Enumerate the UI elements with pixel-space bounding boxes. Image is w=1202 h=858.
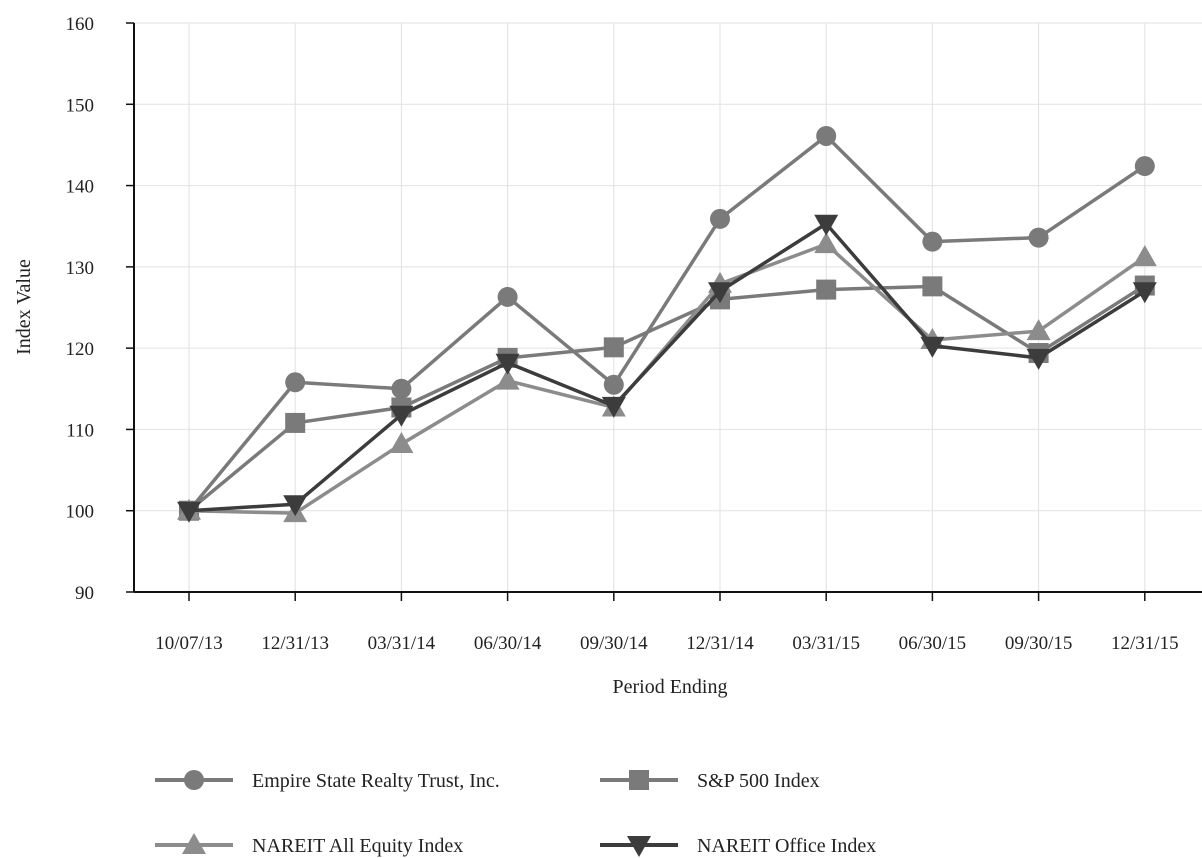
data-point bbox=[710, 208, 730, 229]
data-point bbox=[816, 125, 837, 146]
data-point bbox=[1026, 319, 1051, 341]
y-tick-label: 130 bbox=[66, 258, 95, 279]
x-tick-label: 09/30/14 bbox=[580, 633, 648, 654]
data-point bbox=[603, 374, 624, 395]
legend-item: NAREIT Office Index bbox=[600, 835, 876, 857]
data-point bbox=[389, 405, 414, 427]
x-tick-label: 09/30/15 bbox=[1005, 633, 1073, 654]
legend-label: Empire State Realty Trust, Inc. bbox=[252, 770, 500, 792]
series-2 bbox=[179, 275, 1155, 521]
series-4 bbox=[177, 214, 1157, 523]
y-tick-label: 110 bbox=[66, 420, 94, 441]
x-tick-label: 06/30/14 bbox=[474, 633, 542, 654]
data-point bbox=[1026, 348, 1051, 370]
data-point bbox=[495, 368, 520, 390]
series-line bbox=[187, 134, 1146, 512]
y-tick-label: 90 bbox=[75, 583, 94, 604]
y-axis-title: Index Value bbox=[13, 259, 35, 355]
legend-label: S&P 500 Index bbox=[697, 770, 820, 792]
series-group bbox=[177, 125, 1157, 523]
legend-marker bbox=[182, 833, 206, 854]
series-line bbox=[188, 222, 1146, 513]
data-point bbox=[922, 231, 943, 252]
data-point bbox=[920, 336, 945, 358]
data-point bbox=[603, 337, 624, 358]
data-point bbox=[283, 495, 308, 517]
data-point bbox=[1134, 156, 1155, 177]
data-point bbox=[497, 286, 518, 307]
y-tick-label: 120 bbox=[66, 339, 95, 360]
x-tick-labels: 10/07/13 12/31/13 03/31/14 06/30/14 09/30/14… bbox=[155, 633, 1178, 654]
x-axis-title: Period Ending bbox=[613, 676, 728, 698]
data-point bbox=[1132, 245, 1157, 267]
data-point bbox=[285, 412, 306, 433]
y-tick-label: 140 bbox=[66, 177, 95, 198]
legend-marker bbox=[184, 770, 204, 790]
x-tick-label: 03/31/15 bbox=[792, 633, 860, 654]
y-tick-label: 150 bbox=[66, 95, 95, 116]
data-point bbox=[814, 214, 839, 236]
data-point bbox=[495, 353, 520, 375]
legend-item: NAREIT All Equity Index bbox=[155, 833, 463, 857]
legend-item: Empire State Realty Trust, Inc. bbox=[155, 770, 500, 792]
y-tick-labels: 90 100 110 120 130 140 150 160 bbox=[66, 14, 95, 604]
data-point bbox=[389, 432, 414, 454]
x-tick-label: 10/07/13 bbox=[155, 633, 223, 654]
legend: Empire State Realty Trust, Inc. S&P 500 I… bbox=[155, 770, 876, 857]
series-line bbox=[188, 242, 1146, 515]
data-point bbox=[391, 378, 412, 399]
x-tick-label: 12/31/14 bbox=[686, 633, 754, 654]
y-tick-label: 100 bbox=[66, 502, 95, 523]
legend-marker bbox=[627, 836, 651, 857]
data-point bbox=[1028, 227, 1049, 248]
x-tick-label: 06/30/15 bbox=[899, 633, 967, 654]
legend-item: S&P 500 Index bbox=[600, 770, 820, 792]
legend-marker bbox=[629, 770, 649, 790]
data-point bbox=[285, 372, 306, 393]
y-tick-label: 160 bbox=[66, 14, 95, 35]
data-point bbox=[601, 396, 626, 418]
data-point bbox=[177, 501, 201, 523]
data-point bbox=[1132, 282, 1157, 304]
legend-label: NAREIT Office Index bbox=[697, 835, 876, 857]
axes bbox=[133, 23, 1202, 593]
series-line bbox=[187, 284, 1146, 513]
x-tick-label: 12/31/13 bbox=[261, 633, 329, 654]
data-point bbox=[708, 282, 732, 304]
data-point bbox=[814, 232, 839, 254]
data-point bbox=[816, 279, 837, 300]
x-tick-label: 03/31/14 bbox=[368, 633, 436, 654]
x-tick-label: 12/31/15 bbox=[1111, 633, 1179, 654]
data-point bbox=[922, 276, 943, 297]
legend-label: NAREIT All Equity Index bbox=[252, 835, 463, 857]
